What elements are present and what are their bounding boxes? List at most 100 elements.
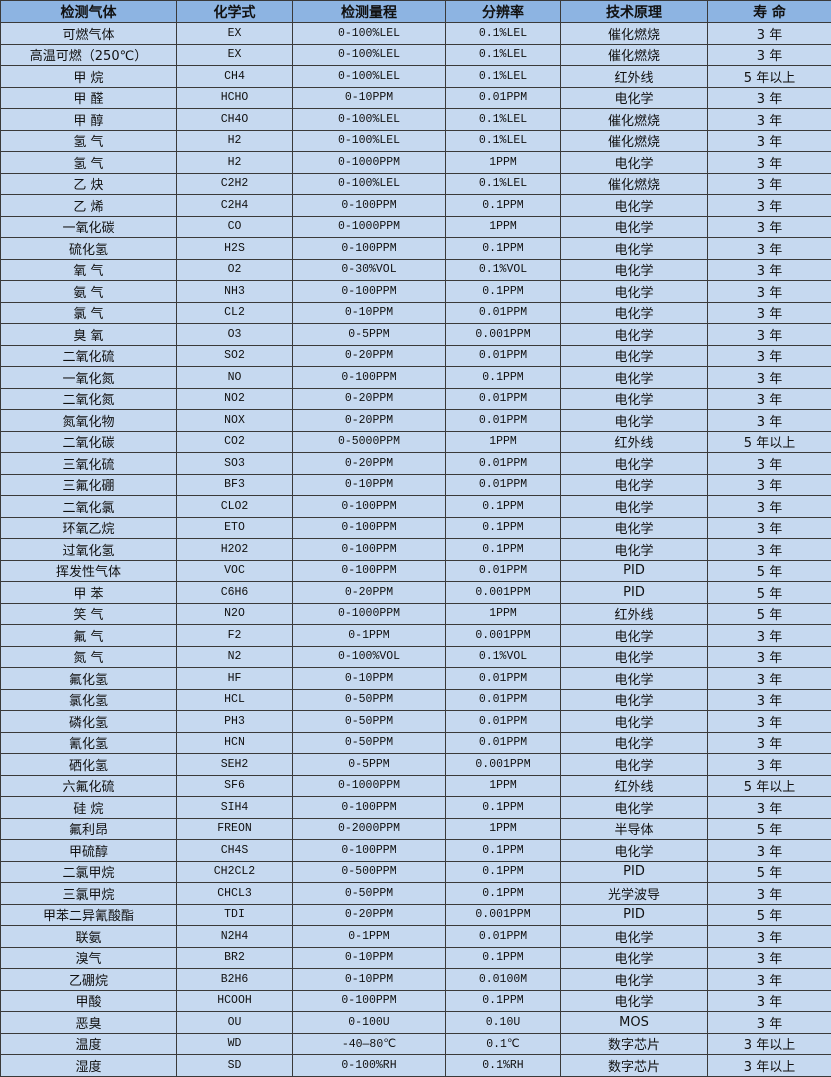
lifespan-cell: 3 年	[708, 539, 831, 561]
formula-cell: SEH2	[177, 754, 293, 776]
formula-cell: SO2	[177, 345, 293, 367]
principle-cell: 电化学	[561, 969, 708, 991]
range-cell: 0-1PPM	[293, 625, 446, 647]
principle-cell: 电化学	[561, 668, 708, 690]
range-cell: 0-20PPM	[293, 345, 446, 367]
gas-cell: 高温可燃（250℃）	[1, 44, 177, 66]
lifespan-cell: 3 年	[708, 44, 831, 66]
formula-cell: NOX	[177, 410, 293, 432]
principle-cell: 电化学	[561, 388, 708, 410]
principle-cell: MOS	[561, 1012, 708, 1034]
lifespan-cell: 3 年	[708, 474, 831, 496]
principle-cell: 电化学	[561, 410, 708, 432]
range-cell: 0-100%LEL	[293, 66, 446, 88]
range-cell: 0-100PPM	[293, 560, 446, 582]
range-cell: 0-100U	[293, 1012, 446, 1034]
formula-cell: HCHO	[177, 87, 293, 109]
lifespan-cell: 3 年	[708, 367, 831, 389]
lifespan-cell: 3 年	[708, 281, 831, 303]
principle-cell: 催化燃烧	[561, 109, 708, 131]
gas-cell: 三氟化硼	[1, 474, 177, 496]
principle-cell: 电化学	[561, 754, 708, 776]
range-cell: 0-100PPM	[293, 990, 446, 1012]
formula-cell: CH4O	[177, 109, 293, 131]
formula-cell: HCL	[177, 689, 293, 711]
lifespan-cell: 3 年	[708, 259, 831, 281]
lifespan-cell: 3 年	[708, 840, 831, 862]
lifespan-cell: 3 年	[708, 173, 831, 195]
range-cell: 0-50PPM	[293, 711, 446, 733]
range-cell: 0-100%LEL	[293, 109, 446, 131]
range-cell: 0-10PPM	[293, 302, 446, 324]
range-cell: 0-100PPM	[293, 281, 446, 303]
lifespan-cell: 3 年	[708, 969, 831, 991]
lifespan-cell: 3 年	[708, 109, 831, 131]
resolution-cell: 0.1%RH	[446, 1055, 561, 1077]
resolution-cell: 0.001PPM	[446, 582, 561, 604]
principle-cell: 电化学	[561, 238, 708, 260]
formula-cell: NO2	[177, 388, 293, 410]
range-cell: 0-100PPM	[293, 517, 446, 539]
formula-cell: FREON	[177, 818, 293, 840]
principle-cell: 电化学	[561, 625, 708, 647]
header-principle: 技术原理	[561, 1, 708, 23]
resolution-cell: 1PPM	[446, 152, 561, 174]
resolution-cell: 0.1%LEL	[446, 130, 561, 152]
lifespan-cell: 3 年	[708, 711, 831, 733]
gas-cell: 乙 炔	[1, 173, 177, 195]
resolution-cell: 0.01PPM	[446, 388, 561, 410]
gas-cell: 氧 气	[1, 259, 177, 281]
range-cell: 0-50PPM	[293, 732, 446, 754]
formula-cell: EX	[177, 23, 293, 45]
resolution-cell: 0.1%LEL	[446, 109, 561, 131]
range-cell: 0-500PPM	[293, 861, 446, 883]
range-cell: 0-2000PPM	[293, 818, 446, 840]
formula-cell: SD	[177, 1055, 293, 1077]
lifespan-cell: 3 年	[708, 410, 831, 432]
range-cell: 0-20PPM	[293, 453, 446, 475]
lifespan-cell: 5 年以上	[708, 775, 831, 797]
lifespan-cell: 3 年	[708, 1012, 831, 1034]
gas-cell: 三氧化硫	[1, 453, 177, 475]
principle-cell: 电化学	[561, 87, 708, 109]
formula-cell: CL2	[177, 302, 293, 324]
formula-cell: HCN	[177, 732, 293, 754]
formula-cell: C2H2	[177, 173, 293, 195]
range-cell: 0-20PPM	[293, 388, 446, 410]
range-cell: 0-100PPM	[293, 797, 446, 819]
range-cell: 0-10PPM	[293, 947, 446, 969]
gas-cell: 六氟化硫	[1, 775, 177, 797]
range-cell: 0-30%VOL	[293, 259, 446, 281]
gas-cell: 一氧化氮	[1, 367, 177, 389]
lifespan-cell: 3 年	[708, 883, 831, 905]
header-resolution: 分辨率	[446, 1, 561, 23]
principle-cell: 电化学	[561, 840, 708, 862]
gas-cell: 氮 气	[1, 646, 177, 668]
formula-cell: F2	[177, 625, 293, 647]
principle-cell: 催化燃烧	[561, 23, 708, 45]
range-cell: 0-10PPM	[293, 474, 446, 496]
principle-cell: 电化学	[561, 517, 708, 539]
lifespan-cell: 3 年	[708, 926, 831, 948]
formula-cell: SO3	[177, 453, 293, 475]
range-cell: 0-5PPM	[293, 754, 446, 776]
lifespan-cell: 5 年	[708, 582, 831, 604]
formula-cell: B2H6	[177, 969, 293, 991]
